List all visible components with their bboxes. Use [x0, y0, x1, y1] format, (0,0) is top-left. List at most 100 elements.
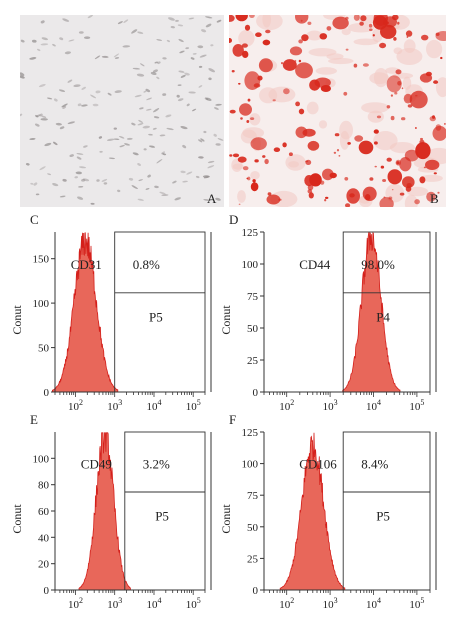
photo-a-cell-culture: A — [20, 15, 224, 207]
stain-deposit — [239, 103, 252, 116]
cell-nucleus — [123, 19, 129, 23]
stain-haze — [318, 120, 328, 129]
cell-nucleus — [20, 39, 25, 43]
cell-nucleus — [203, 130, 207, 134]
cell-nucleus — [200, 138, 205, 142]
stain-deposit — [421, 34, 429, 41]
y-tick-label: 150 — [33, 254, 50, 266]
cell-nucleus — [76, 156, 82, 160]
y-axis-label: Conut — [219, 504, 233, 534]
percent-label: 0.8% — [133, 257, 160, 272]
stain-deposit — [399, 192, 405, 196]
stain-deposit — [258, 58, 273, 73]
cell-nucleus — [215, 197, 221, 201]
cell-nucleus — [145, 188, 150, 190]
cell-nucleus — [40, 43, 49, 46]
cell-nucleus — [176, 94, 180, 98]
cell-nucleus — [137, 198, 144, 201]
cell-nucleus — [44, 142, 52, 147]
cell-nucleus — [40, 118, 48, 121]
stain-haze — [249, 113, 261, 126]
y-tick-label: 60 — [38, 506, 50, 518]
stain-deposit — [386, 105, 391, 109]
stain-deposit — [345, 203, 351, 207]
stain-deposit — [247, 98, 251, 102]
stain-deposit — [374, 165, 377, 168]
cell-nucleus — [207, 165, 215, 169]
stain-deposit — [345, 16, 349, 20]
cell-nucleus — [95, 90, 101, 94]
cell-nucleus — [156, 159, 163, 164]
stain-deposit — [372, 34, 375, 37]
stain-deposit — [433, 172, 437, 175]
cell-nucleus — [119, 144, 125, 148]
cell-nucleus — [83, 145, 88, 148]
cell-nucleus — [108, 157, 115, 160]
cell-nucleus — [59, 37, 64, 41]
cell-nucleus — [192, 108, 197, 112]
cell-nucleus — [87, 15, 93, 19]
stain-deposit — [419, 73, 433, 83]
y-tick-label: 0 — [253, 387, 259, 399]
cell-nucleus — [165, 114, 172, 118]
stain-deposit — [390, 94, 393, 97]
x-tick-label: 105 — [409, 596, 424, 611]
cell-nucleus — [198, 139, 203, 143]
stain-deposit — [344, 177, 349, 181]
cell-nucleus — [174, 197, 181, 201]
stain-deposit — [391, 189, 394, 191]
stain-deposit — [334, 133, 340, 137]
stain-deposit — [294, 59, 297, 63]
stain-deposit — [244, 24, 251, 31]
cell-nucleus — [77, 103, 82, 107]
stain-haze — [237, 190, 246, 203]
cell-nucleus — [208, 77, 212, 81]
stain-deposit — [250, 182, 259, 192]
cell-nucleus — [201, 29, 207, 33]
cell-nucleus — [140, 63, 145, 67]
x-tick-label: 102 — [279, 398, 294, 413]
cell-nucleus — [59, 195, 66, 198]
cell-nucleus — [150, 71, 157, 76]
cell-nucleus — [33, 182, 38, 186]
histogram-panel-c: C 0 50 100 150 Conut 102 103 104 105 CD31 0.8% P5 — [10, 212, 212, 413]
x-tick-label: 103 — [107, 596, 122, 611]
cell-nucleus — [154, 185, 159, 189]
stain-haze — [259, 87, 278, 104]
cell-nucleus — [138, 119, 143, 123]
stain-deposit — [283, 88, 290, 95]
stain-deposit — [397, 21, 400, 25]
stain-deposit — [414, 199, 420, 205]
cell-nucleus — [68, 39, 75, 42]
stain-deposit — [407, 104, 413, 108]
cell-nucleus — [203, 176, 210, 179]
stain-deposit — [265, 29, 271, 34]
stain-deposit — [359, 21, 364, 26]
stain-haze — [308, 48, 337, 57]
stain-deposit — [419, 139, 425, 145]
stain-deposit — [387, 169, 403, 185]
cell-nucleus — [122, 45, 131, 48]
cell-nucleus — [137, 31, 144, 34]
stain-deposit — [420, 137, 423, 141]
cell-nucleus — [170, 26, 175, 29]
cell-nucleus — [101, 178, 108, 182]
y-tick-label: 100 — [33, 298, 50, 310]
stain-deposit — [435, 124, 442, 131]
stain-deposit — [369, 28, 373, 32]
panel-letter: C — [30, 212, 39, 227]
stain-deposit — [240, 117, 243, 120]
cell-nucleus — [29, 137, 36, 141]
cell-nucleus — [156, 39, 163, 41]
cell-nucleus — [203, 199, 211, 201]
y-tick-label: 20 — [38, 559, 50, 571]
stain-haze — [404, 194, 418, 207]
x-tick-label: 102 — [279, 596, 294, 611]
cell-nucleus — [186, 103, 190, 107]
stain-deposit — [429, 116, 436, 122]
cell-nucleus — [205, 23, 212, 28]
marker-label: CD44 — [299, 257, 331, 272]
stain-deposit — [368, 23, 373, 28]
x-tick-label: 105 — [409, 398, 424, 413]
stain-deposit — [360, 15, 367, 22]
